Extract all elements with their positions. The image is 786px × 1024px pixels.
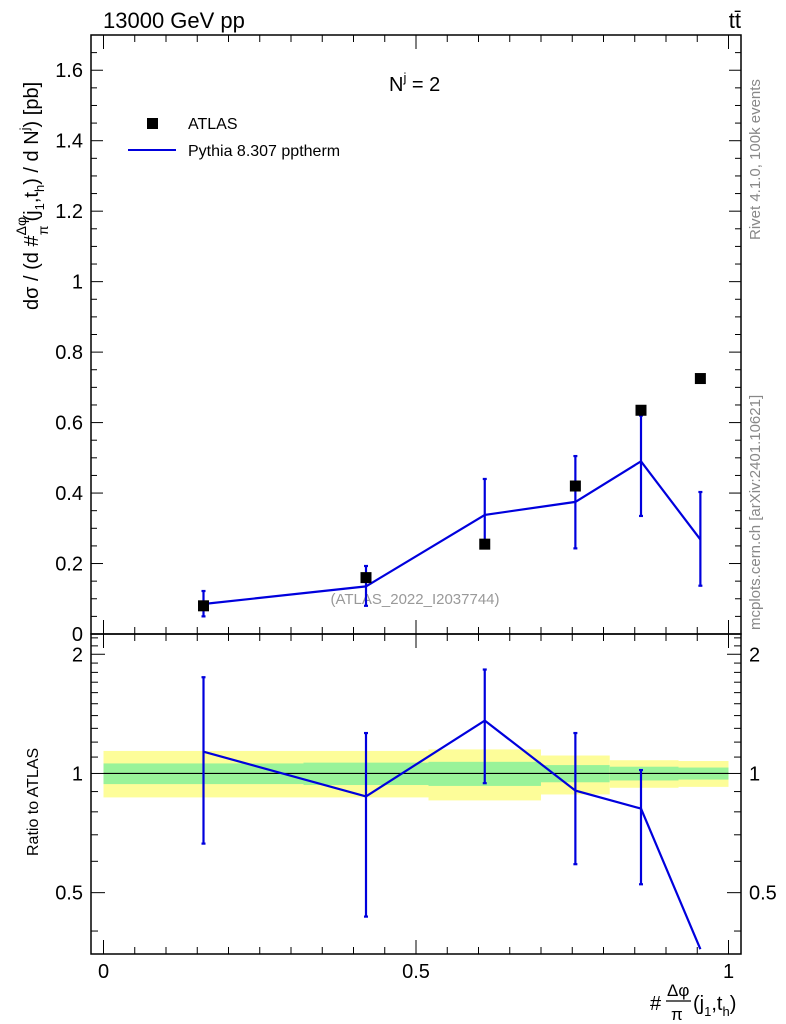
ratio-x-tick-label: 1 bbox=[723, 961, 734, 983]
ratio-frame bbox=[90, 633, 742, 955]
main-y-tick-label: 1.6 bbox=[55, 60, 83, 82]
legend-mc-label: Pythia 8.307 pptherm bbox=[188, 143, 340, 160]
atlas-data-point bbox=[198, 600, 209, 612]
atlas-data-point bbox=[360, 572, 372, 584]
ratio-y-ticks: 0.5 0.5 1 1 2 2 bbox=[55, 637, 777, 932]
ratio-y-tick-label-right: 0.5 bbox=[749, 883, 777, 905]
x-axis-label-frac-den: π bbox=[671, 1005, 683, 1024]
ratio-y-tick-label-right: 1 bbox=[749, 763, 760, 785]
legend: ATLAS Pythia 8.307 pptherm bbox=[128, 116, 340, 160]
main-y-tick-label: 1.4 bbox=[55, 131, 83, 153]
ratio-y-tick-label: 2 bbox=[72, 644, 83, 666]
ratio-x-tick-label: 0 bbox=[98, 961, 109, 983]
ratio-y-axis-label: Ratio to ATLAS bbox=[25, 748, 42, 856]
main-y-tick-label: 0.8 bbox=[55, 342, 83, 364]
main-y-axis-label: dσ / (d #Δφ π(j1,th) / d Nj) [pb] bbox=[13, 82, 51, 310]
watermark-label: (ATLAS_2022_I2037744) bbox=[330, 591, 499, 608]
ratio-y-tick-label: 1 bbox=[72, 763, 83, 785]
panel-title-sup: j bbox=[402, 70, 406, 85]
main-y-tick-label: 1.2 bbox=[55, 201, 83, 223]
legend-atlas-marker bbox=[147, 118, 158, 129]
panel-title: Nj = 2 bbox=[389, 70, 440, 96]
ratio-mc-series bbox=[201, 668, 702, 950]
x-axis-label-args: (j1,th) bbox=[693, 993, 736, 1019]
mc-line bbox=[203, 459, 702, 606]
ratio-panel: 0.5 0.51 12 2 0 0.5 1 Ratio to ATLAS # Δφ π (… bbox=[25, 633, 777, 1024]
x-axis-label: # Δφ π (j1,th) bbox=[650, 981, 736, 1024]
main-y-tick-label: 0 bbox=[72, 624, 83, 646]
process-label: tt̄ bbox=[729, 8, 741, 33]
ratio-mc-line bbox=[203, 719, 702, 950]
x-axis-label-text: # bbox=[650, 993, 662, 1015]
main-x-ticks bbox=[103, 35, 729, 634]
rivet-version-label: Rivet 4.1.0, 100k events bbox=[747, 79, 764, 240]
atlas-series bbox=[198, 373, 706, 612]
main-y-tick-label: 0.4 bbox=[55, 483, 83, 505]
ratio-x-ticks: 0 0.5 1 bbox=[98, 634, 734, 983]
main-y-tick-label: 0.2 bbox=[55, 554, 83, 576]
x-axis-label-frac-num: Δφ bbox=[667, 981, 689, 1000]
atlas-data-point bbox=[694, 373, 706, 385]
mcplots-label: mcplots.cern.ch [arXiv:2401.10621] bbox=[747, 395, 764, 630]
atlas-data-point bbox=[635, 404, 647, 416]
ratio-y-tick-label-right: 2 bbox=[749, 644, 760, 666]
main-y-ticks: 0.2 0.4 0.6 0.8 1 1.2 1.4 1.6 0 bbox=[55, 52, 741, 646]
ratio-x-tick-label: 0.5 bbox=[402, 961, 430, 983]
main-y-tick-label: 0.6 bbox=[55, 413, 83, 435]
ratio-uncertainty-bands bbox=[103, 749, 729, 801]
main-panel: 0.2 0.4 0.6 0.8 1 1.2 1.4 1.6 0 (ATLAS_2022_I203… bbox=[13, 34, 742, 646]
panel-title-base: N bbox=[389, 74, 403, 96]
panel-title-rest: = 2 bbox=[406, 74, 440, 96]
atlas-data-point bbox=[479, 538, 491, 550]
ratio-y-tick-label: 0.5 bbox=[55, 883, 83, 905]
energy-label: 13000 GeV pp bbox=[103, 8, 245, 33]
legend-atlas-label: ATLAS bbox=[188, 116, 238, 133]
main-y-tick-label: 1 bbox=[72, 272, 83, 294]
main-y-axis-label-text: dσ / (d #Δφ π(j1,th) / d Nj) [pb] bbox=[13, 82, 51, 310]
mc-series bbox=[201, 414, 703, 618]
atlas-data-point bbox=[569, 480, 581, 492]
